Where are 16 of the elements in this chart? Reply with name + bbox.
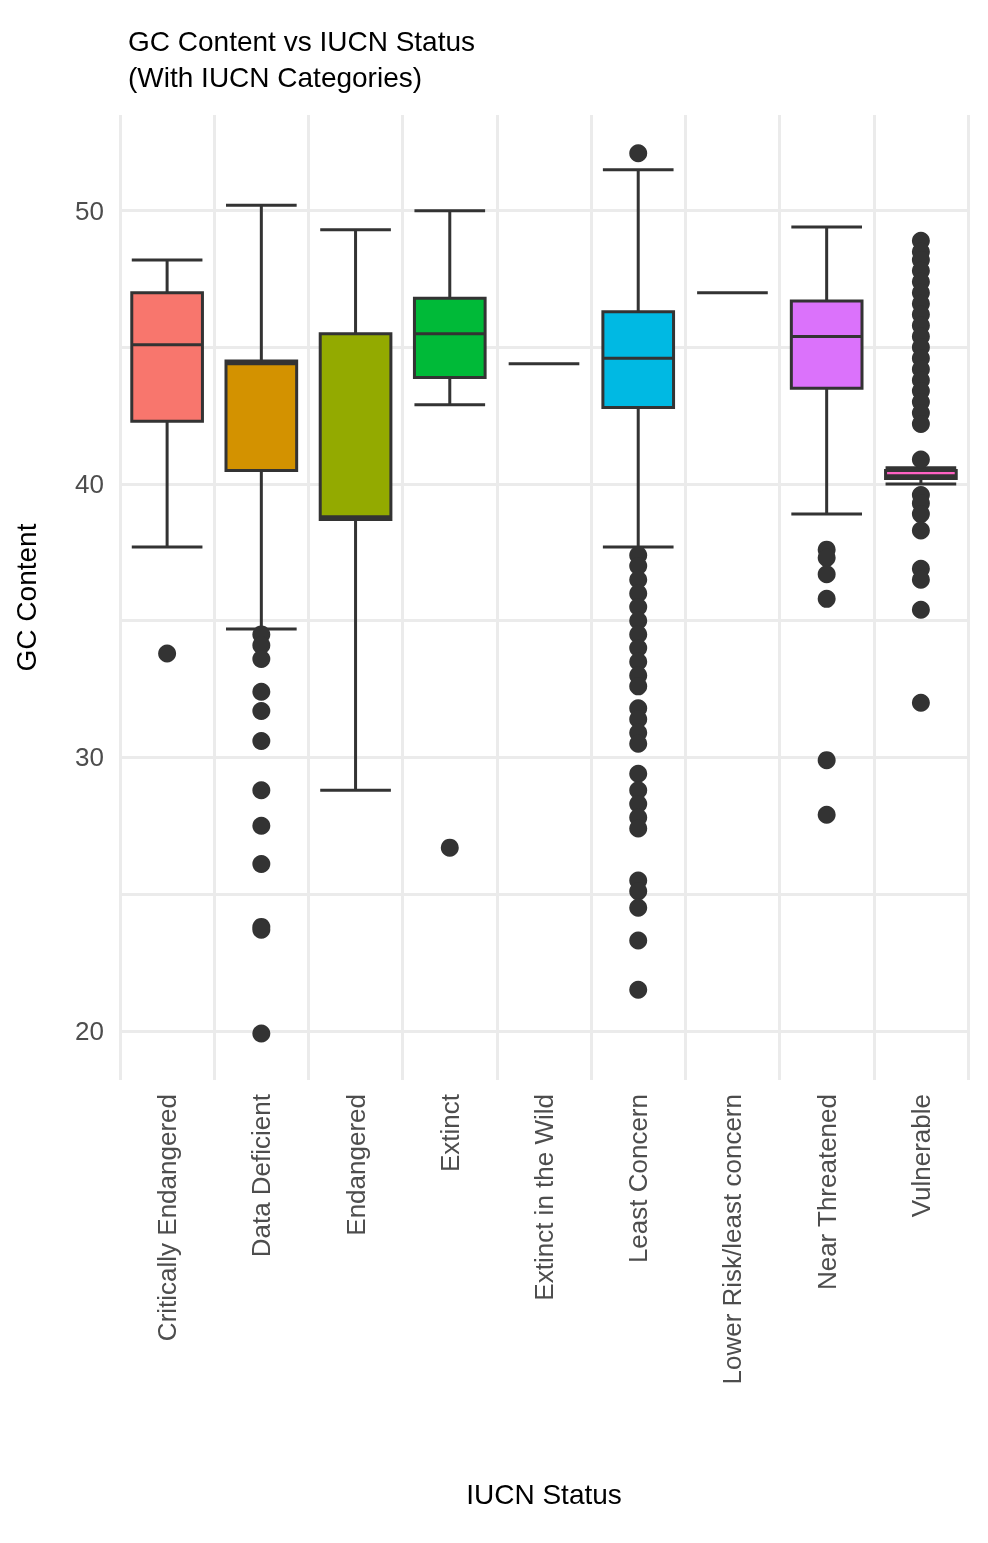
x-tick-label: Lower Risk/least concern [717,1094,748,1385]
y-axis-title: GC Content [10,523,42,672]
x-tick-label: Extinct [434,1093,465,1173]
x-tick-label: Vulnerable [905,1094,936,1218]
y-tick-label: 50 [75,195,104,226]
x-tick-label: Critically Endangered [152,1094,183,1342]
chart-title: GC Content vs IUCN Status (With IUCN Categories) [128,25,476,93]
x-tick-label: Data Deficient [246,1093,277,1258]
x-tick-label: Endangered [340,1094,371,1236]
x-axis-title: IUCN Status [466,1478,622,1510]
x-tick-label: Extinct in the Wild [529,1094,559,1301]
x-tick-label: Near Threatened [811,1094,842,1291]
x-tick-label: Least Concern [623,1094,654,1264]
y-tick-label: 30 [75,742,104,773]
y-tick-label: 40 [75,469,104,500]
y-tick-label: 20 [75,1015,104,1046]
